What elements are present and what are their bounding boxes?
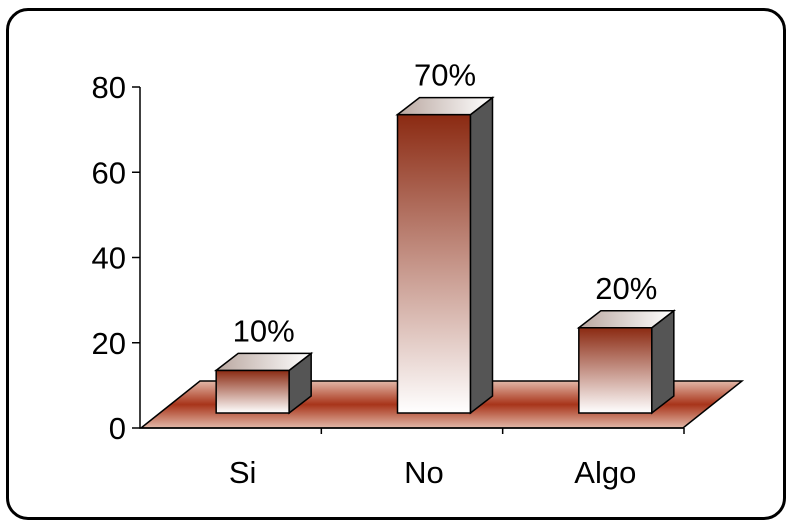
bar-algo <box>576 309 677 415</box>
chart-frame <box>6 8 786 520</box>
x-tick-label: No <box>404 455 444 490</box>
bar-si <box>213 351 314 415</box>
bar-front <box>215 369 290 414</box>
bar-no <box>395 96 495 415</box>
y-tick-labels: 0 20 40 60 80 <box>92 70 140 446</box>
data-labels: 10% 70% 20% <box>233 58 658 349</box>
bar-side <box>469 96 494 415</box>
y-tick-label: 40 <box>92 241 126 276</box>
bar-top <box>395 96 495 116</box>
bar-front <box>578 327 653 414</box>
y-tick-label: 60 <box>92 155 126 190</box>
y-tick-label: 0 <box>109 411 126 446</box>
bar-front <box>396 113 472 414</box>
data-label: 10% <box>233 313 295 348</box>
data-label: 20% <box>595 271 657 306</box>
bars <box>213 96 677 415</box>
bar-top <box>213 352 314 372</box>
x-tick-label: Algo <box>574 455 636 490</box>
x-tick-labels: Si No Algo <box>229 428 685 490</box>
y-tick-label: 80 <box>92 70 126 105</box>
y-tick-label: 20 <box>92 326 126 361</box>
x-tick-label: Si <box>229 455 257 490</box>
data-label: 70% <box>414 58 476 93</box>
bar-top <box>576 310 677 329</box>
